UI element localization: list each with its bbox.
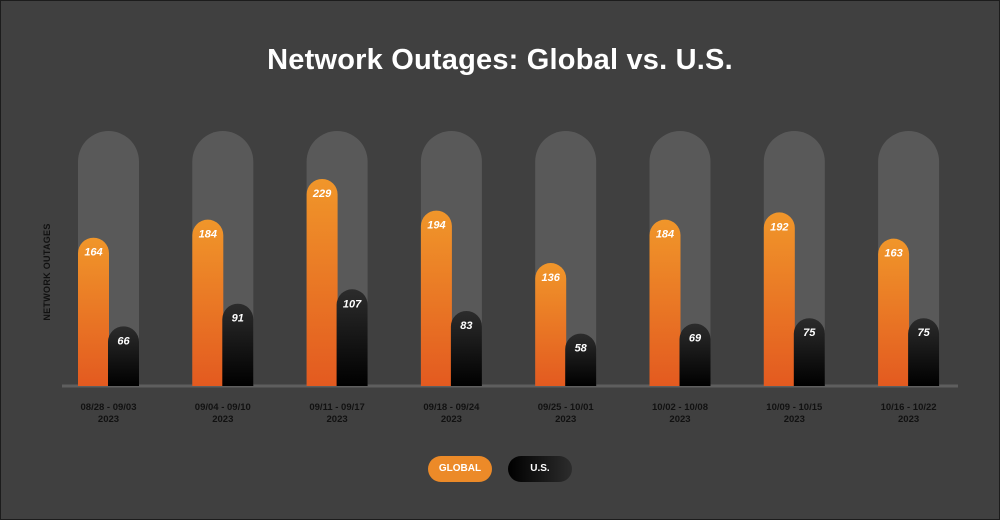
- bar-global: [649, 219, 681, 386]
- data-label-global: 192: [770, 221, 788, 233]
- legend-us: U.S.: [508, 456, 572, 482]
- bar-us: [908, 318, 940, 386]
- x-tick-label: 09/18 - 09/24 2023: [391, 402, 511, 426]
- x-tick-year: 2023: [97, 414, 120, 425]
- bar-us: [336, 289, 368, 386]
- x-tick-year: 2023: [898, 414, 920, 425]
- bar-us: [108, 326, 139, 386]
- x-tick-year: 2023: [440, 414, 462, 425]
- data-label-us: 75: [803, 327, 816, 339]
- x-tick-year: 2023: [783, 414, 805, 425]
- x-tick-year: 2023: [555, 414, 577, 425]
- data-label-global: 194: [427, 220, 445, 232]
- x-tick-year: 2023: [326, 414, 348, 425]
- bar-us: [793, 318, 825, 386]
- data-label-global: 184: [656, 229, 674, 241]
- x-tick-range: 10/09 - 10/15: [766, 402, 823, 413]
- x-tick-label: 09/25 - 10/01 2023: [506, 402, 626, 426]
- data-label-global: 136: [542, 272, 561, 284]
- data-label-global: 184: [199, 229, 217, 241]
- data-label-us: 69: [689, 333, 702, 345]
- x-tick-range: 09/04 - 09/10: [194, 402, 251, 413]
- bar-us: [679, 323, 711, 386]
- x-tick-range: 09/18 - 09/24: [423, 402, 480, 413]
- bar-us: [450, 310, 482, 386]
- x-tick-label: 10/09 - 10/15 2023: [734, 402, 854, 426]
- bar-global: [78, 237, 109, 386]
- x-tick-range: 09/11 - 09/17: [309, 402, 365, 413]
- data-label-us: 107: [343, 298, 362, 310]
- x-tick-label: 10/16 - 10/22 2023: [849, 402, 969, 426]
- x-tick-year: 2023: [669, 414, 691, 425]
- bar-us: [222, 303, 254, 386]
- data-label-us: 58: [575, 343, 588, 355]
- data-label-us: 75: [917, 327, 930, 339]
- data-label-us: 66: [117, 335, 130, 347]
- x-tick-label: 09/04 - 09/10 2023: [163, 402, 283, 426]
- x-tick-label: 09/11 - 09/17 2023: [277, 402, 397, 426]
- x-tick-range: 10/02 - 10/08: [652, 402, 708, 413]
- bar-global: [763, 212, 795, 386]
- x-tick-range: 08/28 - 09/03: [80, 402, 137, 413]
- data-label-global: 229: [312, 188, 332, 200]
- bar-us: [565, 333, 597, 386]
- data-label-us: 83: [460, 320, 472, 332]
- bar-global: [878, 238, 910, 386]
- data-label-us: 91: [232, 313, 244, 325]
- legend-global: GLOBAL: [428, 456, 492, 482]
- x-tick-range: 09/25 - 10/01: [537, 402, 594, 413]
- data-label-global: 163: [884, 248, 902, 260]
- x-tick-label: 10/02 - 10/08 2023: [620, 402, 740, 426]
- bar-global: [535, 263, 567, 386]
- bar-global: [306, 178, 338, 386]
- x-tick-range: 10/16 - 10/22: [880, 402, 937, 413]
- x-tick-label: 08/28 - 09/03 2023: [49, 402, 169, 426]
- chart-title: Network Outages: Global vs. U.S.: [267, 44, 733, 76]
- data-label-global: 164: [84, 247, 102, 259]
- bar-global: [420, 210, 452, 386]
- x-tick-year: 2023: [212, 414, 234, 425]
- bar-global: [192, 219, 224, 386]
